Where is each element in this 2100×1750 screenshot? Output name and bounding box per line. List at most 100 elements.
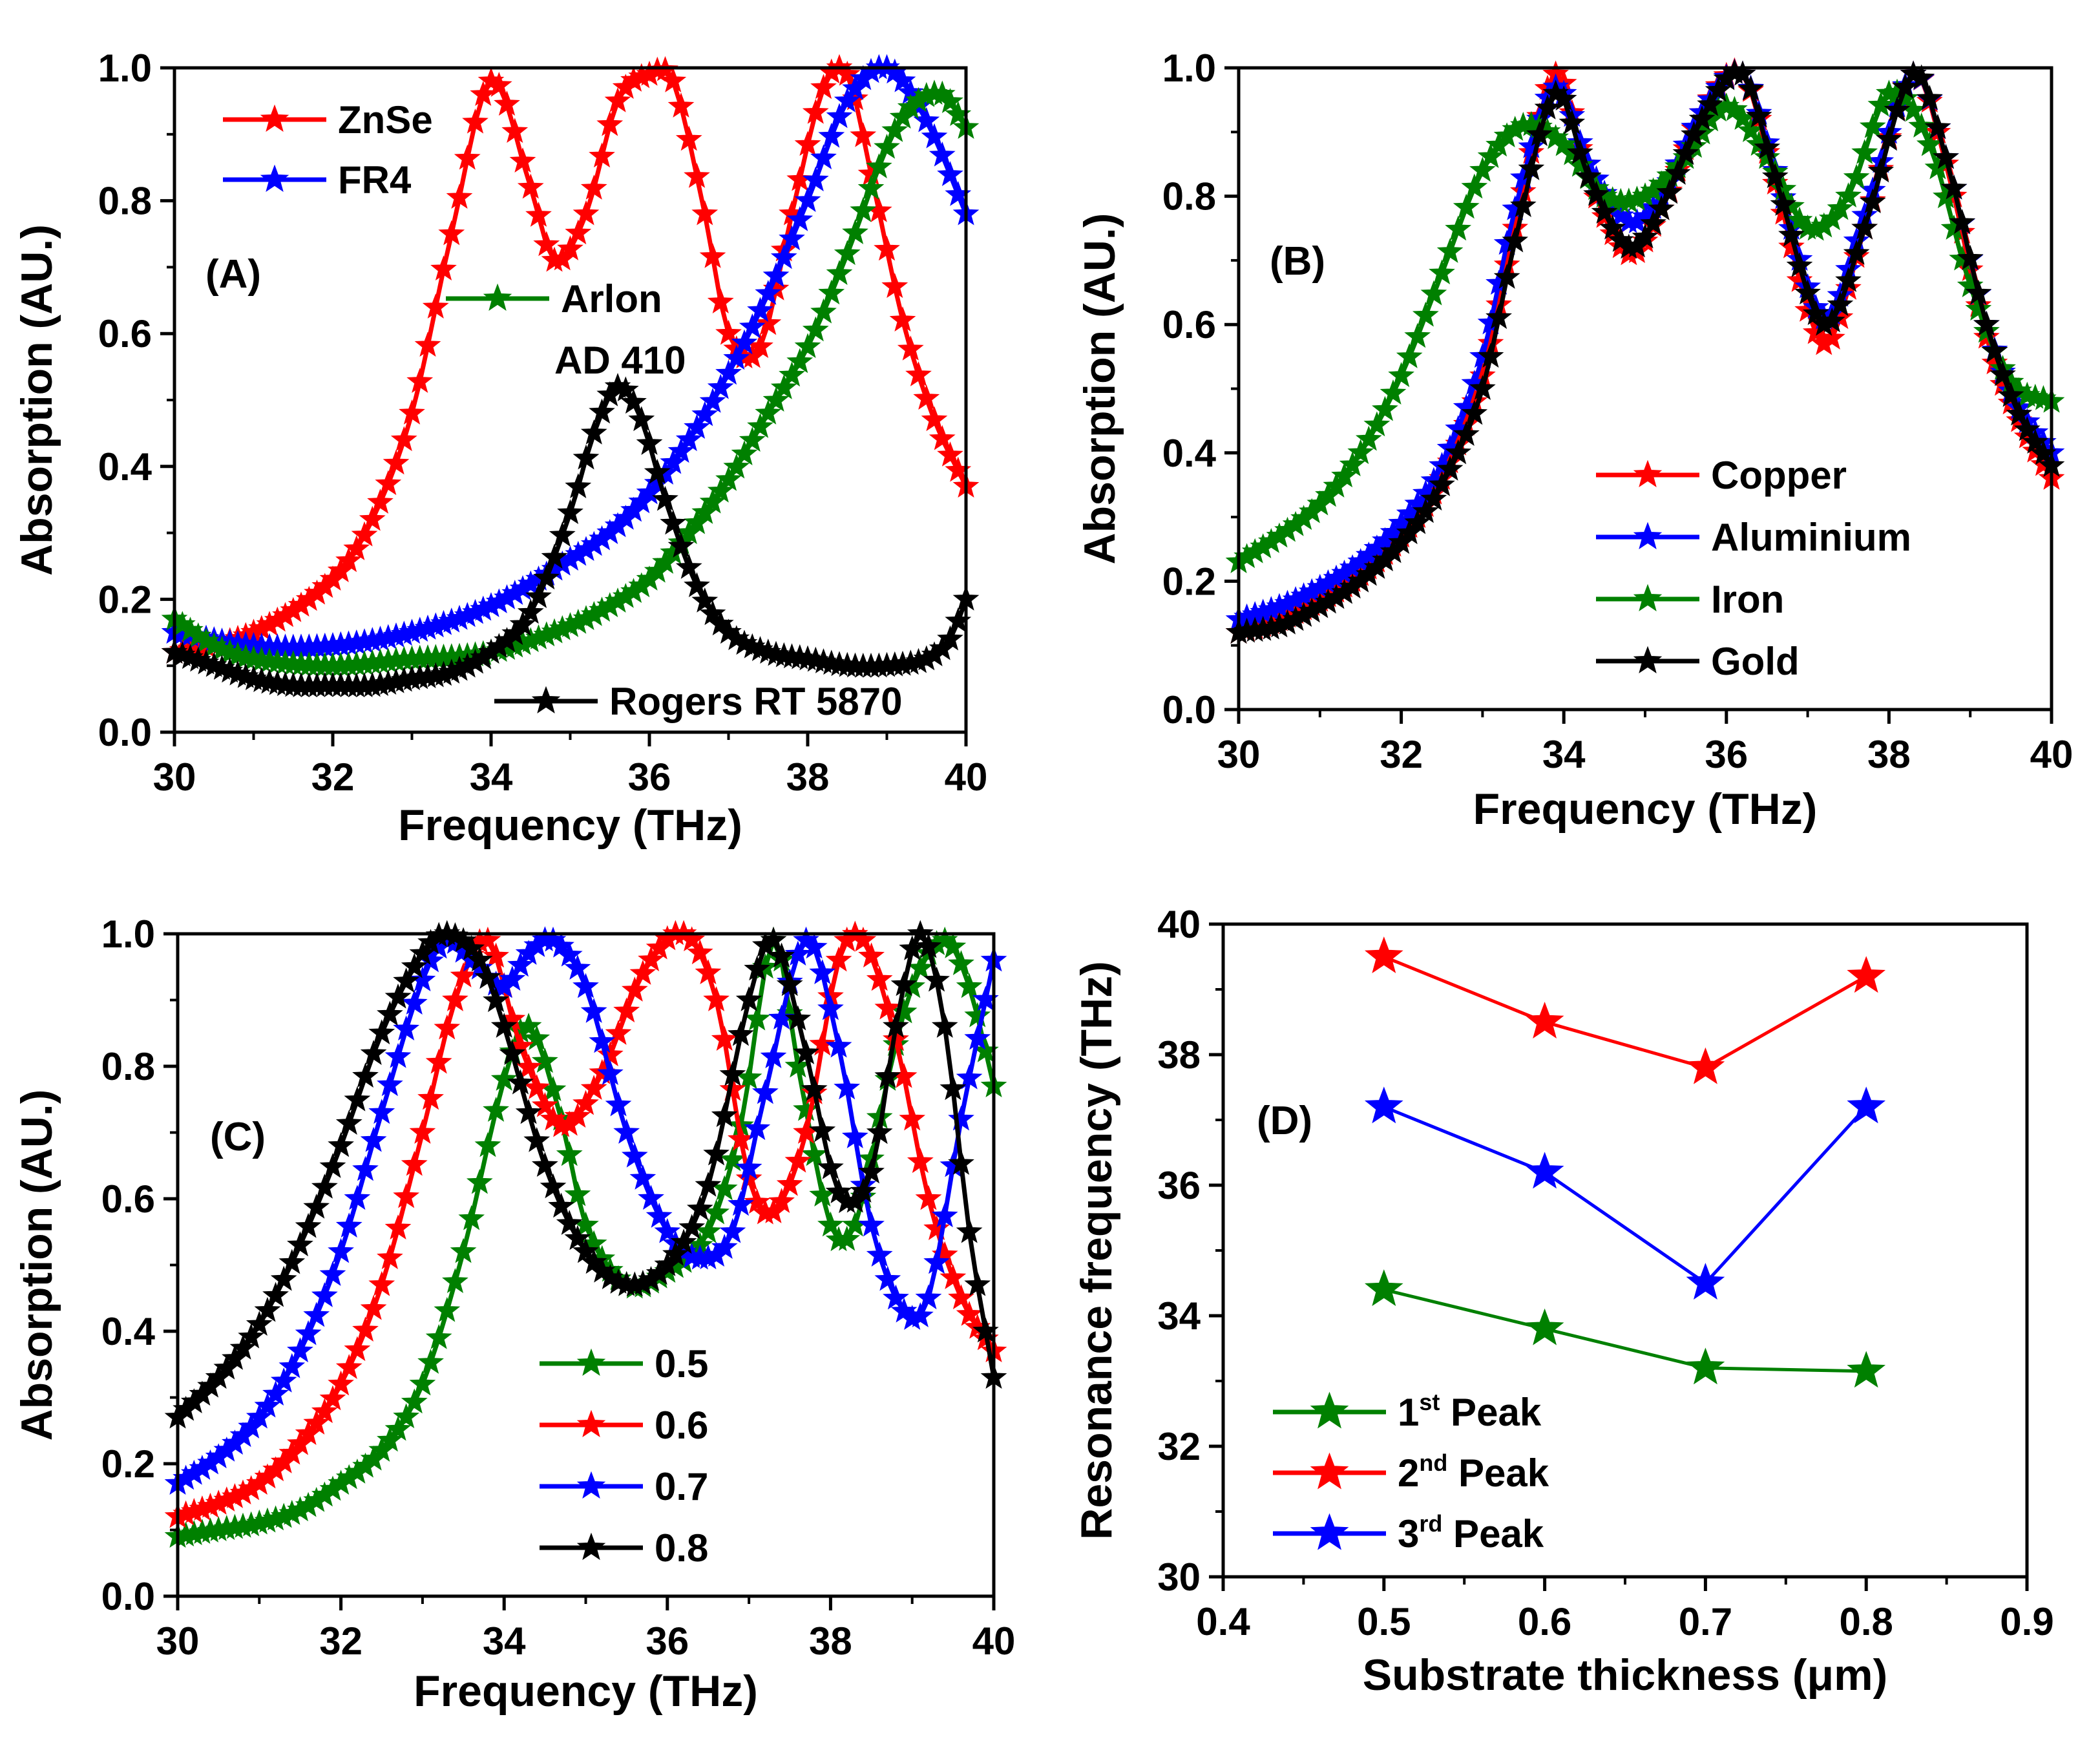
data-point-star (1859, 112, 1886, 138)
data-point-star (438, 220, 465, 246)
y-tick-label: 0.6 (98, 312, 152, 355)
data-point-star (409, 940, 436, 965)
legend-item: 0.8 (540, 1526, 708, 1570)
legend-item: Iron (1596, 578, 1784, 621)
data-point-star (1477, 143, 1504, 168)
data-point-star (1686, 1263, 1725, 1300)
data-point-star (915, 1185, 942, 1210)
data-point-star (572, 973, 599, 998)
data-point-star (686, 939, 713, 965)
series-line (1383, 1288, 1867, 1373)
legend-swatch-star (260, 164, 289, 192)
series-4-3 (1364, 1086, 1886, 1300)
series-2-4 (1225, 59, 2065, 644)
data-point-star (311, 1398, 338, 1424)
data-point-star (1827, 195, 1854, 220)
data-point-star (368, 1099, 395, 1124)
data-point-star (564, 1225, 591, 1250)
data-point-star (874, 133, 900, 159)
data-point-star (948, 1105, 974, 1131)
data-point-star (1436, 455, 1464, 481)
data-point-star (483, 942, 509, 968)
data-point-star (834, 1225, 861, 1251)
data-point-star (450, 962, 477, 987)
data-point-star (874, 1062, 901, 1088)
data-point-star (684, 162, 710, 188)
data-point-star (638, 946, 664, 971)
data-point-star (751, 1079, 779, 1104)
data-point-star (964, 1002, 991, 1028)
data-point-star (691, 587, 719, 613)
chart-panel-3: 30 32 34 36 38 40 0.0 0.2 0.4 0.6 0.8 1.0 Frequency … (12, 912, 1015, 1716)
y-tick-label: 38 (1157, 1033, 1201, 1077)
data-point-star (450, 1238, 477, 1263)
data-point-star (509, 147, 536, 173)
data-point-star (572, 1238, 599, 1263)
data-point-star (442, 986, 468, 1011)
data-point-star (937, 625, 963, 651)
data-point-star (278, 1249, 306, 1274)
legend-item: 1st Peak (1273, 1389, 1542, 1434)
y-tick-label: 0.2 (1162, 560, 1216, 603)
data-point-star (907, 1302, 934, 1327)
series-1-3 (161, 79, 980, 677)
data-point-star (660, 509, 687, 535)
data-point-star (409, 966, 436, 992)
data-point-star (866, 1119, 893, 1144)
data-point-star (474, 926, 501, 952)
data-point-star (699, 388, 726, 413)
data-point-star (360, 1126, 387, 1152)
data-point-star (384, 1415, 412, 1441)
data-point-star (850, 196, 877, 222)
data-point-star (352, 1316, 379, 1342)
data-point-star (636, 430, 663, 455)
data-point-star (375, 470, 402, 496)
data-point-star (1591, 198, 1618, 224)
data-point-star (1794, 279, 1821, 305)
data-point-star (931, 1013, 958, 1038)
data-point-star (1672, 140, 1699, 165)
data-point-star (1656, 178, 1683, 204)
data-point-star (1908, 112, 1935, 138)
x-tick-label: 34 (470, 755, 513, 799)
data-point-star (779, 361, 805, 387)
data-point-star (1412, 301, 1439, 327)
legend-item: Gold (1596, 640, 1800, 683)
y-axis-title: Absorption (AU.) (1075, 213, 1124, 565)
data-point-star (523, 1126, 551, 1152)
data-point-star (735, 1154, 762, 1179)
data-point-star (399, 399, 425, 425)
legend-label: 0.8 (655, 1526, 708, 1570)
x-tick-label: 0.4 (1196, 1600, 1250, 1643)
data-point-star (311, 1281, 338, 1307)
data-point-star (1851, 139, 1878, 164)
data-point-star (393, 1015, 420, 1041)
data-point-star (533, 231, 560, 257)
legend-swatch-star (483, 283, 512, 311)
data-point-star (425, 1323, 452, 1349)
data-point-star (810, 298, 837, 324)
data-point-star (1486, 304, 1512, 330)
data-point-star (768, 1188, 795, 1213)
data-point-star (580, 1075, 607, 1100)
data-point-star (621, 976, 648, 1002)
data-point-star (874, 235, 900, 261)
data-point-star (295, 1320, 322, 1345)
legend-label: FR4 (338, 158, 412, 202)
data-point-star (1770, 191, 1797, 216)
panel-label: (A) (205, 252, 261, 297)
data-point-star (589, 1028, 616, 1053)
x-tick-label: 40 (972, 1619, 1016, 1663)
data-point-star (628, 406, 655, 432)
data-point-star (667, 92, 695, 118)
data-point-star (360, 1040, 387, 1065)
x-tick-label: 38 (1867, 733, 1911, 776)
data-point-star (1876, 125, 1902, 151)
x-tick-label: 38 (786, 755, 830, 799)
data-point-star (621, 1142, 648, 1168)
data-point-star (644, 458, 671, 484)
data-point-star (723, 453, 750, 479)
x-tick-label: 40 (2030, 733, 2074, 776)
legend-item: 0.7 (540, 1465, 708, 1508)
y-tick-label: 0.2 (101, 1442, 155, 1486)
